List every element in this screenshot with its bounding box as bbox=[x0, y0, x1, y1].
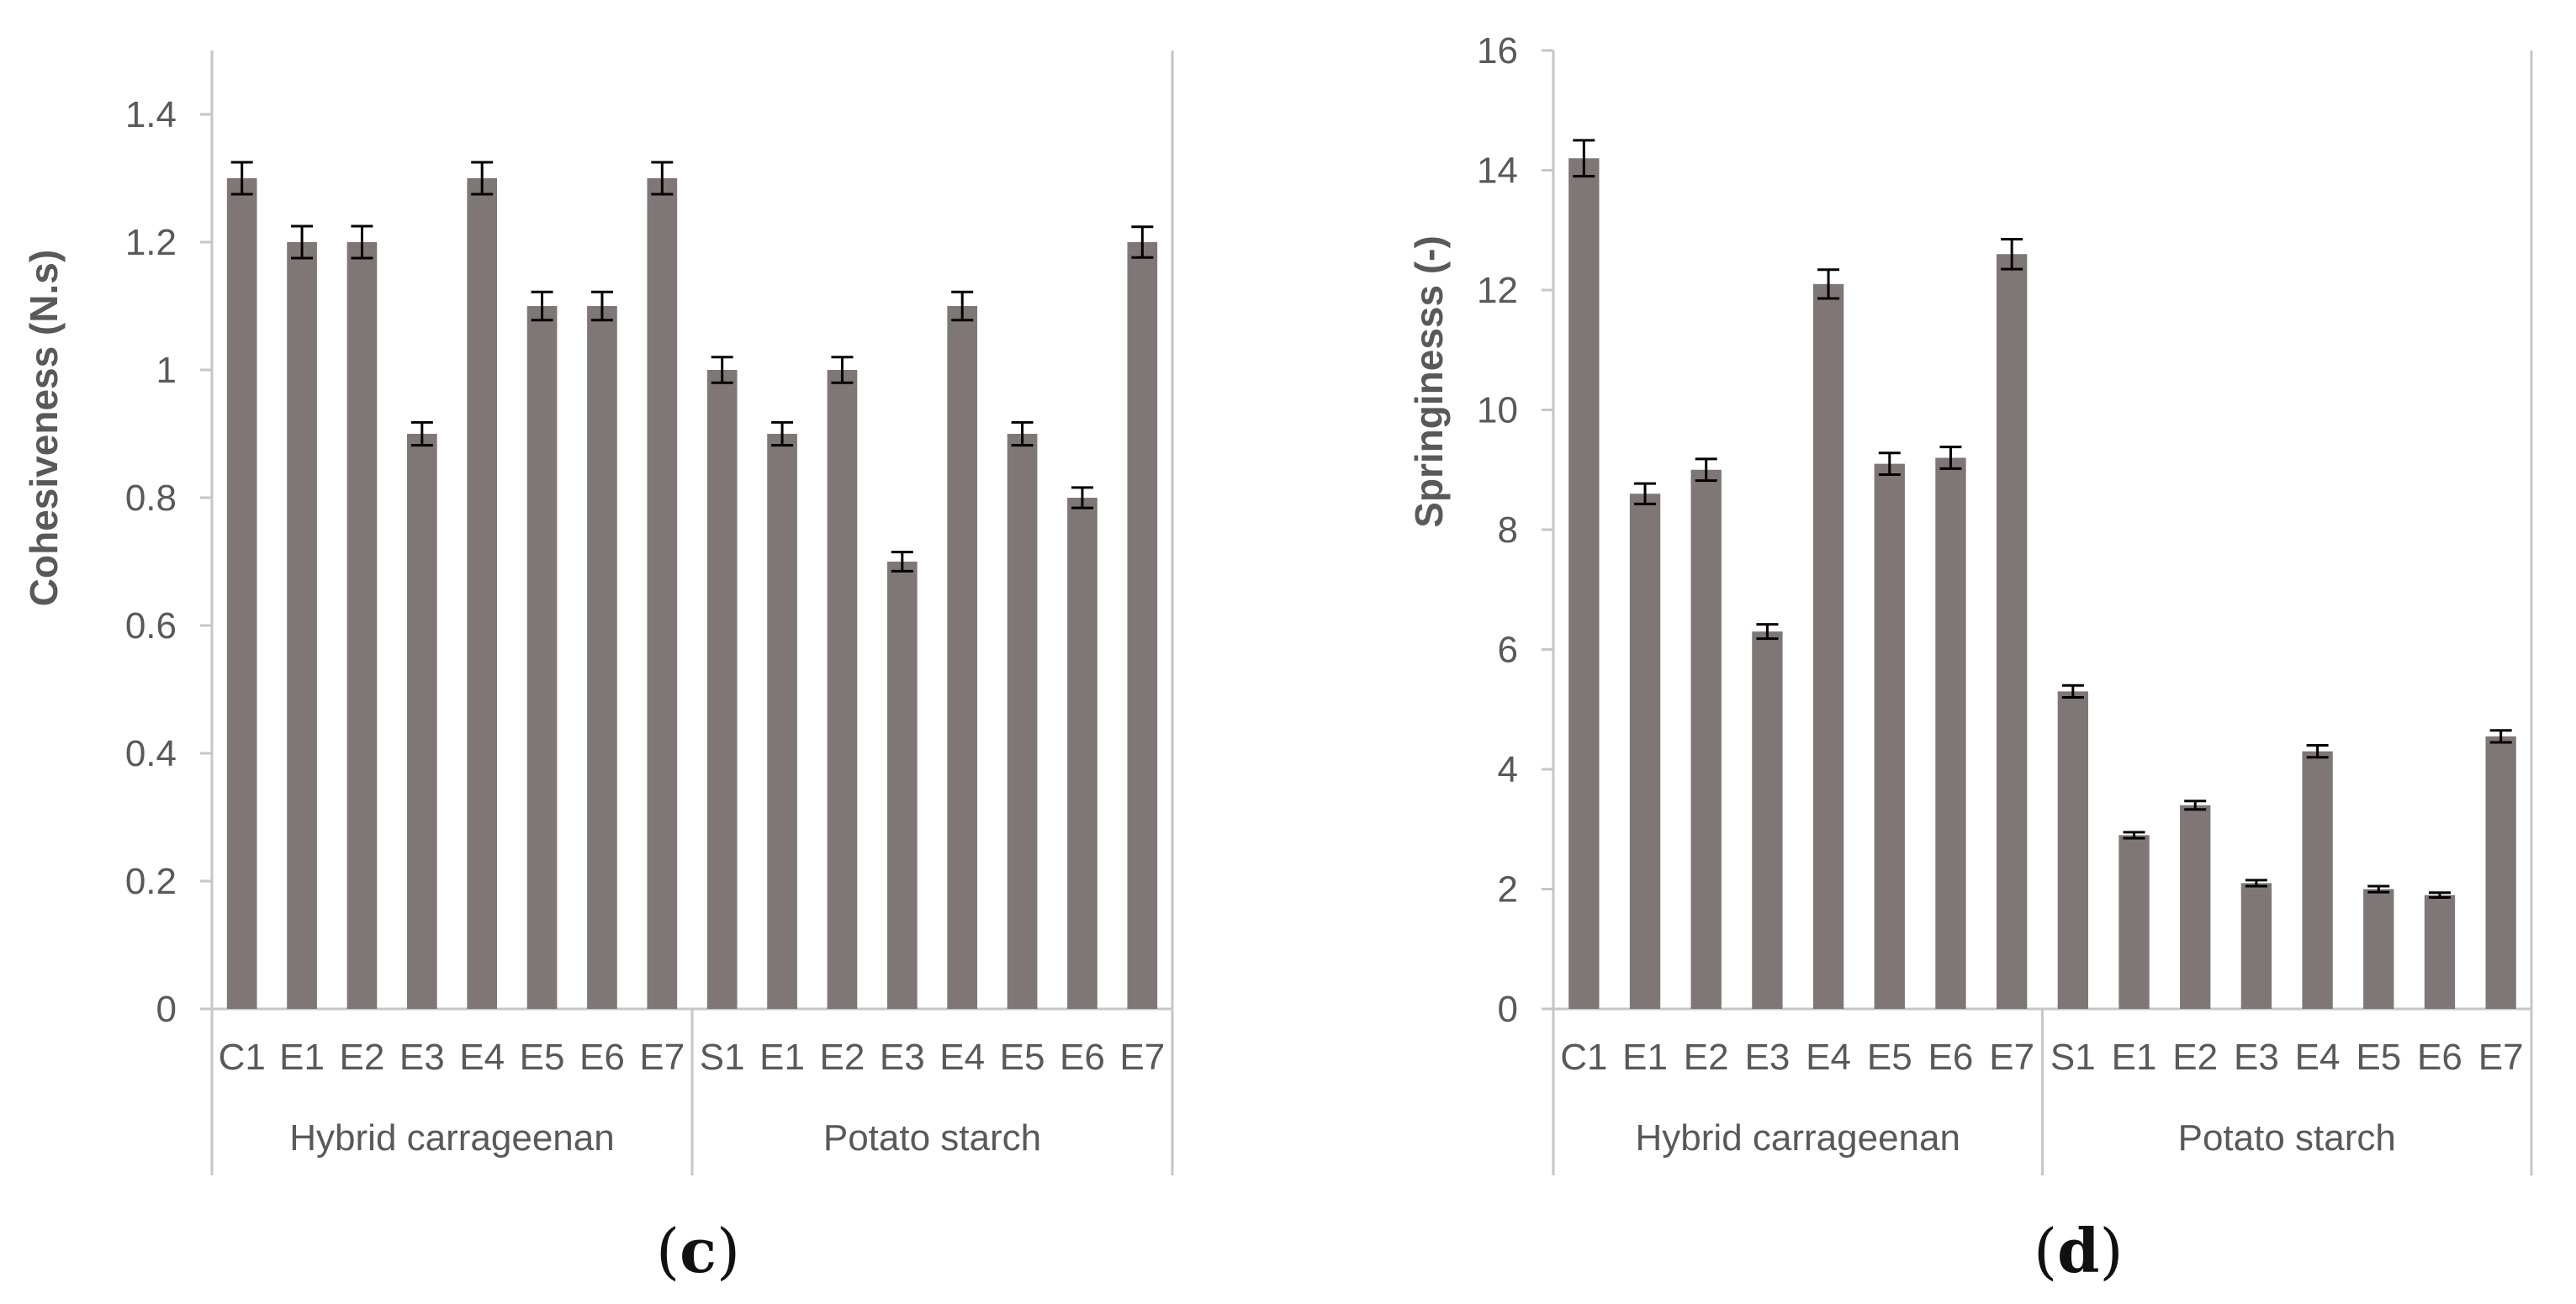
x-tick-label: E4 bbox=[1806, 1037, 1851, 1078]
group-label: Potato starch bbox=[823, 1117, 1041, 1159]
bar bbox=[767, 434, 797, 1009]
bar bbox=[2485, 736, 2516, 1009]
bar bbox=[2302, 751, 2333, 1009]
bar bbox=[1007, 434, 1038, 1009]
x-tick-label: E4 bbox=[939, 1037, 985, 1078]
x-tick-label: E2 bbox=[820, 1037, 865, 1078]
x-tick-label: E3 bbox=[880, 1037, 925, 1078]
y-tick-label: 10 bbox=[1477, 390, 1518, 431]
y-tick-label: 1.4 bbox=[125, 94, 177, 135]
x-tick-label: E6 bbox=[579, 1037, 625, 1078]
bar bbox=[467, 178, 498, 1009]
bar bbox=[1629, 494, 1661, 1009]
x-tick-label: E3 bbox=[1744, 1037, 1790, 1078]
y-axis-title-c: Cohesiveness (N.s) bbox=[22, 250, 66, 606]
x-tick-label: E4 bbox=[2295, 1037, 2341, 1078]
bar bbox=[1067, 498, 1098, 1009]
bar bbox=[587, 306, 617, 1009]
x-tick-label: E4 bbox=[459, 1037, 505, 1078]
bar bbox=[947, 306, 978, 1009]
bar bbox=[2180, 805, 2211, 1009]
x-tick-label: E7 bbox=[2478, 1037, 2524, 1078]
y-axis-title-d: Springinesss (-) bbox=[1407, 235, 1451, 528]
bar bbox=[406, 434, 437, 1009]
x-tick-label: C1 bbox=[1560, 1037, 1607, 1078]
y-tick-label: 1 bbox=[156, 350, 177, 391]
bar bbox=[1935, 457, 1966, 1009]
y-tick-label: 0 bbox=[156, 989, 177, 1030]
group-label: Hybrid carrageenan bbox=[289, 1117, 614, 1159]
panel-label-c: (c) bbox=[656, 1215, 741, 1286]
bar bbox=[526, 306, 558, 1009]
bar bbox=[1752, 631, 1783, 1009]
x-tick-label: E7 bbox=[1119, 1037, 1165, 1078]
y-tick-label: 4 bbox=[1498, 749, 1518, 790]
x-tick-label: E2 bbox=[1684, 1037, 1729, 1078]
x-tick-label: E6 bbox=[2417, 1037, 2462, 1078]
x-tick-label: E5 bbox=[1000, 1037, 1045, 1078]
x-tick-label: C1 bbox=[219, 1037, 266, 1078]
bar bbox=[1996, 254, 2028, 1009]
x-tick-label: E2 bbox=[2172, 1037, 2218, 1078]
x-tick-label: E7 bbox=[1989, 1037, 2034, 1078]
x-tick-label: S1 bbox=[700, 1037, 745, 1078]
bar bbox=[2363, 889, 2394, 1009]
group-label: Potato starch bbox=[2178, 1117, 2396, 1159]
y-tick-label: 0.8 bbox=[125, 478, 177, 519]
x-tick-label: E1 bbox=[759, 1037, 805, 1078]
y-tick-label: 14 bbox=[1477, 150, 1518, 192]
x-tick-label: E3 bbox=[399, 1037, 445, 1078]
chart-d: 0 2 4 6 8 10 12 14 16 Springinesss (-) C1 E1 E2 E3 E4 E… bbox=[1407, 30, 2533, 1175]
x-tick-label: E3 bbox=[2234, 1037, 2279, 1078]
y-tick-label: 6 bbox=[1498, 630, 1518, 671]
bar bbox=[2057, 691, 2089, 1009]
bar bbox=[706, 370, 738, 1009]
bar bbox=[1690, 469, 1722, 1009]
bar bbox=[1812, 283, 1844, 1009]
y-tick-label: 0.6 bbox=[125, 605, 177, 647]
bar bbox=[1568, 158, 1600, 1009]
x-tick-label: E5 bbox=[520, 1037, 565, 1078]
x-tick-label: E5 bbox=[2356, 1037, 2401, 1078]
bar bbox=[647, 178, 678, 1009]
bar bbox=[346, 242, 378, 1009]
x-tick-label: E1 bbox=[1622, 1037, 1668, 1078]
y-tick-label: 12 bbox=[1477, 270, 1518, 311]
bar bbox=[2240, 883, 2272, 1009]
y-tick-label: 8 bbox=[1498, 509, 1518, 551]
panel-label-d: (d) bbox=[2034, 1215, 2124, 1286]
bar bbox=[1127, 242, 1158, 1009]
bar bbox=[287, 242, 317, 1009]
bar bbox=[2118, 835, 2150, 1009]
x-tick-label: E1 bbox=[279, 1037, 325, 1078]
x-tick-label: E6 bbox=[1928, 1037, 1974, 1078]
bar bbox=[827, 370, 858, 1009]
x-tick-label: E1 bbox=[2112, 1037, 2157, 1078]
y-tick-label: 1.2 bbox=[125, 222, 177, 263]
x-tick-label: E6 bbox=[1060, 1037, 1105, 1078]
chart-c: 0 0.2 0.4 0.6 0.8 1 1.2 1.4 Cohesiveness (N.s) C1… bbox=[22, 50, 1174, 1175]
x-tick-label: E2 bbox=[340, 1037, 385, 1078]
bar bbox=[226, 178, 257, 1009]
y-tick-label: 2 bbox=[1498, 869, 1518, 911]
x-tick-label: E5 bbox=[1867, 1037, 1912, 1078]
bar bbox=[1874, 463, 1905, 1009]
y-tick-label: 0.2 bbox=[125, 861, 177, 902]
x-tick-label: S1 bbox=[2050, 1037, 2096, 1078]
group-label: Hybrid carrageenan bbox=[1636, 1117, 1960, 1159]
y-tick-label: 0 bbox=[1498, 989, 1518, 1030]
x-tick-label: E7 bbox=[639, 1037, 685, 1078]
bar bbox=[886, 562, 918, 1009]
bar bbox=[2424, 895, 2456, 1009]
y-tick-label: 0.4 bbox=[125, 733, 177, 774]
y-tick-label: 16 bbox=[1477, 30, 1518, 71]
